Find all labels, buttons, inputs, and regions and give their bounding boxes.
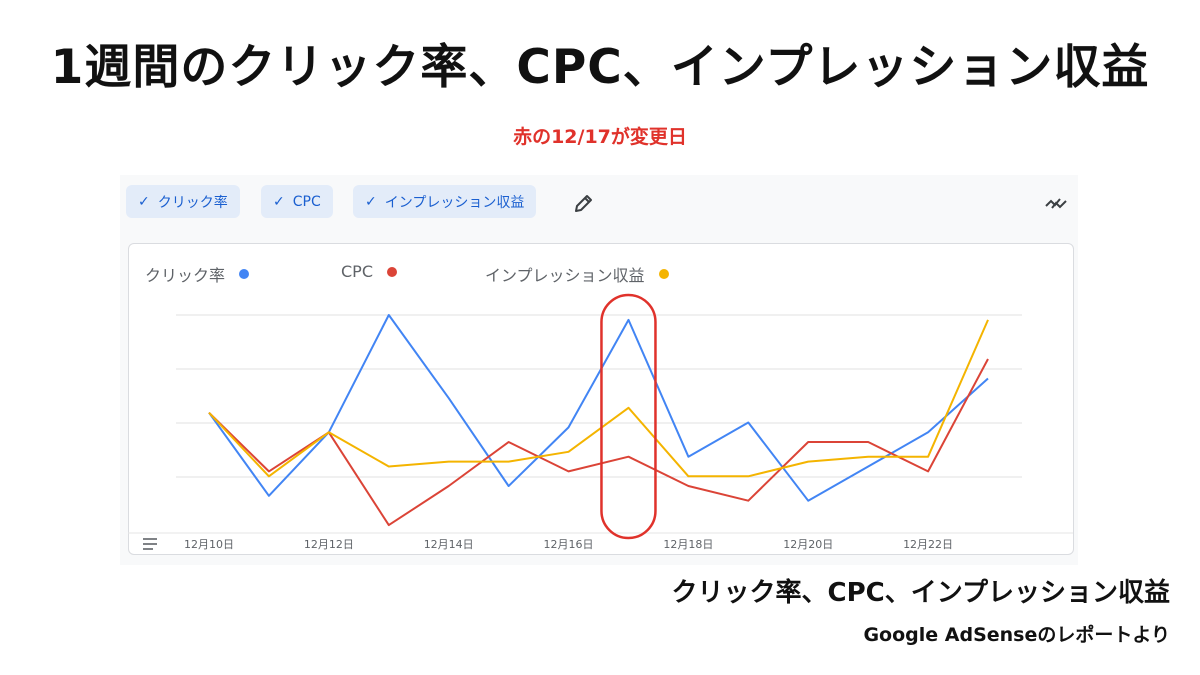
x-tick-label: 12月22日: [903, 538, 953, 551]
x-tick-label: 12月20日: [783, 538, 833, 551]
legend-item-impression-revenue[interactable]: インプレッション収益: [485, 262, 669, 286]
legend-dot: [239, 269, 250, 279]
metric-chip-ctr[interactable]: ✓ クリック率: [126, 185, 240, 218]
pencil-icon[interactable]: [572, 191, 596, 215]
check-icon: ✓: [365, 193, 377, 210]
legend-dot: [387, 266, 397, 277]
metric-chip-label: インプレッション収益: [384, 194, 525, 211]
x-tick-label: 12月14日: [424, 538, 474, 551]
legend-item-ctr[interactable]: クリック率: [145, 262, 250, 286]
metric-chip-cpc[interactable]: ✓ CPC: [261, 185, 333, 218]
series-line-1: [208, 358, 989, 527]
series-line-0: [208, 314, 989, 502]
caption-title: クリック率、CPC、インプレッション収益: [671, 578, 1170, 608]
trend-toggle-icon[interactable]: [1044, 191, 1068, 215]
change-date-highlight: [600, 293, 657, 540]
metric-chip-label: クリック率: [157, 194, 228, 211]
x-tick-label: 12月18日: [663, 538, 713, 551]
page-title: 1週間のクリック率、CPC、インプレッション収益: [50, 40, 1150, 95]
metric-chip-impression-revenue[interactable]: ✓ インプレッション収益: [353, 185, 537, 218]
metric-chip-label: CPC: [292, 193, 321, 210]
change-date-note: 赤の12/17が変更日: [513, 126, 687, 148]
legend-label: インプレッション収益: [485, 266, 645, 285]
check-icon: ✓: [273, 193, 285, 210]
x-tick-label: 12月12日: [304, 538, 354, 551]
legend-label: CPC: [341, 262, 373, 281]
series-line-2: [208, 319, 989, 478]
x-tick-label: 12月16日: [544, 538, 594, 551]
caption-source: Google AdSenseのレポートより: [863, 624, 1170, 646]
x-tick-label: 12月10日: [184, 538, 234, 551]
legend-item-cpc[interactable]: CPC: [341, 262, 397, 281]
legend-dot: [658, 269, 669, 279]
legend-label: クリック率: [145, 266, 226, 285]
check-icon: ✓: [138, 193, 150, 210]
